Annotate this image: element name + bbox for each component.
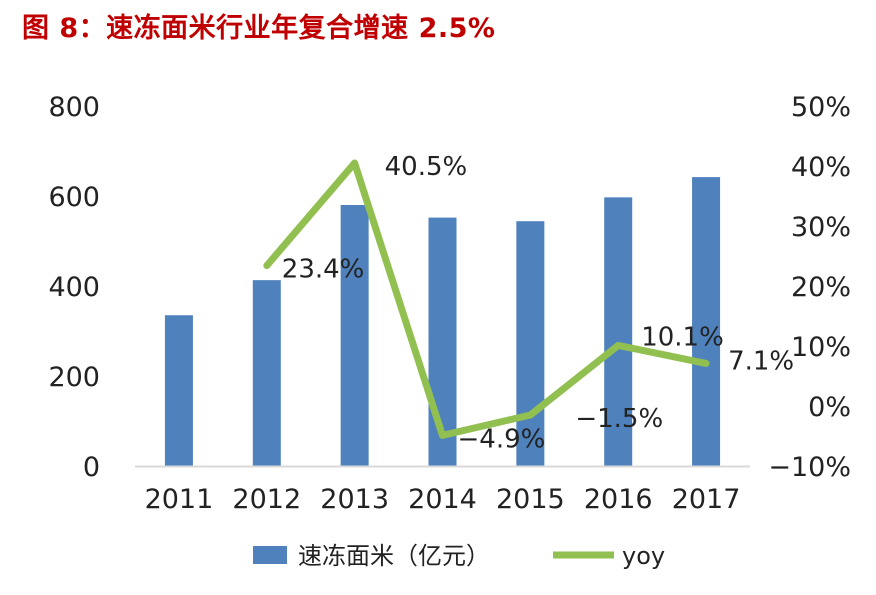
bar xyxy=(604,197,633,466)
chart-title: 图 8：速冻面米行业年复合增速 2.5% xyxy=(22,13,496,44)
bar xyxy=(164,315,193,466)
x-tick-label: 2013 xyxy=(320,484,389,515)
legend-line-label: yoy xyxy=(622,542,665,570)
data-label: −1.5% xyxy=(575,404,663,434)
y-right-tick-label: 20% xyxy=(791,272,851,303)
y-left-tick-label: 200 xyxy=(48,362,100,393)
y-left-tick-label: 800 xyxy=(48,92,100,123)
bar xyxy=(340,205,369,466)
data-label: 10.1% xyxy=(641,322,724,352)
x-tick-label: 2015 xyxy=(496,484,565,515)
y-right-tick-label: −10% xyxy=(768,452,851,483)
yoy-line xyxy=(263,159,710,439)
data-label: −4.9% xyxy=(458,424,546,454)
y-left-tick-label: 0 xyxy=(83,452,100,483)
bar xyxy=(252,280,281,466)
x-tick-label: 2017 xyxy=(672,484,741,515)
bar xyxy=(692,177,721,466)
y-left-tick-label: 600 xyxy=(48,182,100,213)
y-left-tick-label: 400 xyxy=(48,272,100,303)
x-tick-label: 2016 xyxy=(584,484,653,515)
data-label: 7.1% xyxy=(728,346,794,376)
y-right-tick-label: 10% xyxy=(791,332,851,363)
y-right-tick-label: 30% xyxy=(791,212,851,243)
y-right-tick-label: 50% xyxy=(791,92,851,123)
data-label: 40.5% xyxy=(385,152,468,182)
legend-bar-label: 速冻面米（亿元） xyxy=(298,542,490,570)
legend-bar-swatch xyxy=(253,546,287,564)
x-tick-label: 2012 xyxy=(232,484,301,515)
bar xyxy=(516,221,545,466)
y-right-tick-label: 40% xyxy=(791,152,851,183)
y-right-tick-label: 0% xyxy=(808,392,851,423)
x-tick-label: 2011 xyxy=(145,484,214,515)
x-tick-label: 2014 xyxy=(408,484,477,515)
data-label: 23.4% xyxy=(282,255,365,285)
